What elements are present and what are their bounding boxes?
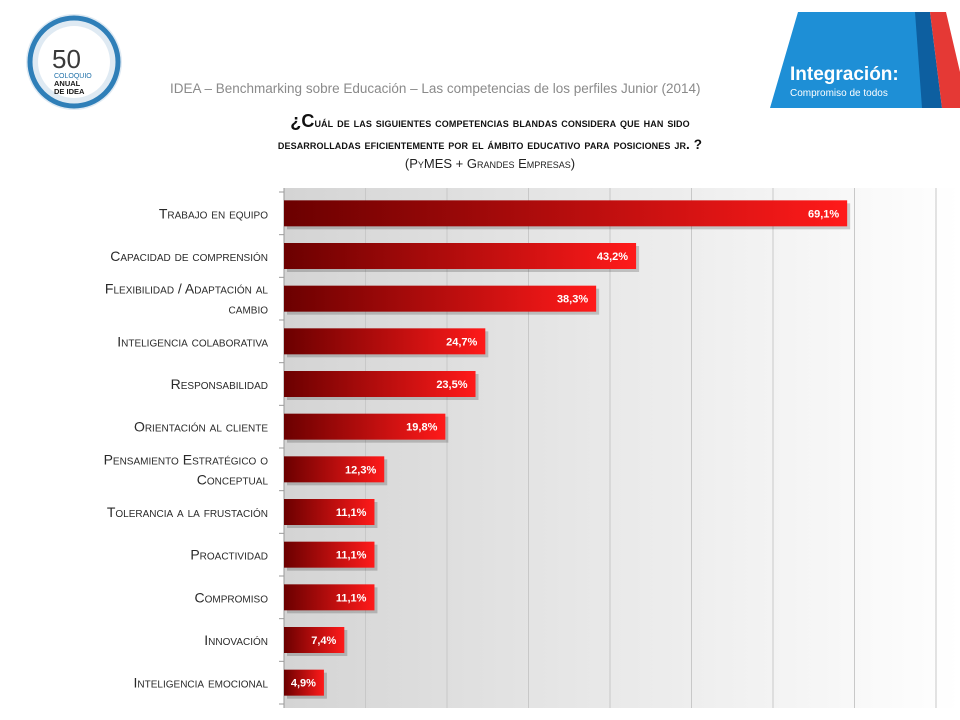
category-label: Tolerancia a la frustación — [107, 504, 268, 520]
value-label: 11,1% — [336, 507, 367, 519]
category-label: Inteligencia colaborativa — [117, 333, 268, 349]
bar — [284, 413, 446, 440]
category-label: Capacidad de comprensión — [110, 248, 268, 264]
value-label: 7,4% — [311, 635, 336, 647]
category-label-line: Conceptual — [197, 471, 269, 487]
logo-line1: COLOQUIO — [54, 73, 92, 80]
bar — [284, 541, 375, 568]
category-label-line: Inteligencia colaborativa — [117, 333, 268, 349]
category-label: Orientación al cliente — [134, 419, 268, 435]
bar — [284, 627, 345, 653]
value-label: 23,5% — [436, 379, 467, 391]
category-label: Flexibilidad / Adaptación al cambio — [105, 281, 269, 317]
value-label: 69,1% — [808, 208, 839, 220]
category-label: Proactividad — [190, 547, 268, 563]
bar — [284, 669, 324, 696]
category-label-line: cambio — [229, 301, 269, 317]
bar — [284, 200, 848, 227]
coloquio-50-logo: 50 COLOQUIO ANUAL DE IDEA — [26, 14, 122, 110]
bar — [284, 243, 637, 269]
value-label: 11,1% — [336, 592, 367, 604]
question-title: ¿Cuál de las siguientes competencias bla… — [120, 110, 860, 156]
question-line1: uál de las siguientes competencias bland… — [314, 115, 690, 130]
category-label-line: Capacidad de comprensión — [110, 248, 268, 264]
logo-line3: DE IDEA — [54, 87, 85, 96]
logo-title: Integración: — [790, 64, 899, 85]
plot-background — [284, 188, 960, 708]
category-label-line: Innovación — [204, 632, 268, 648]
category-label: Responsabilidad — [171, 376, 268, 392]
category-label-line: Proactividad — [190, 547, 268, 563]
value-label: 38,3% — [557, 294, 588, 306]
bar — [284, 584, 375, 611]
category-label: Innovación — [204, 632, 268, 648]
bar — [284, 456, 385, 483]
category-label: Compromiso — [195, 589, 269, 605]
logo-line2: ANUAL — [54, 79, 81, 88]
bar — [284, 499, 375, 525]
category-label-line: Flexibilidad / Adaptación al — [105, 281, 269, 297]
question-first-letter: ¿C — [290, 111, 315, 131]
category-label-line: Inteligencia emocional — [134, 675, 269, 691]
value-label: 12,3% — [345, 464, 376, 476]
bar — [284, 371, 476, 397]
header-line: IDEA – Benchmarking sobre Educación – La… — [170, 81, 701, 96]
value-label: 11,1% — [336, 550, 367, 562]
question-subtitle: (PyMES + Grandes Empresas) — [404, 156, 576, 171]
value-label: 43,2% — [597, 251, 628, 263]
bar — [284, 285, 597, 312]
integracion-logo: Integración: Compromiso de todos — [770, 12, 960, 108]
bar — [284, 328, 486, 355]
question-line2: desarrolladas eficientemente por el ámbi… — [277, 137, 703, 152]
category-label: Inteligencia emocional — [134, 675, 269, 691]
category-label-line: Orientación al cliente — [134, 419, 268, 435]
value-label: 19,8% — [406, 422, 437, 434]
value-label: 4,9% — [291, 678, 316, 690]
category-label-line: Pensamiento Estratégico o — [104, 451, 269, 467]
category-label-line: Trabajo en equipo — [159, 205, 268, 221]
category-label: Trabajo en equipo — [159, 205, 268, 221]
category-label-line: Tolerancia a la frustación — [107, 504, 268, 520]
category-label-line: Responsabilidad — [171, 376, 268, 392]
logo-number: 50 — [52, 44, 81, 74]
value-label: 24,7% — [446, 336, 477, 348]
bar-chart: 69,1% 43,2% 38,3% 24,7% 23,5% 19,8% 12,3% 11,1%… — [104, 188, 960, 708]
category-label: Pensamiento Estratégico o Conceptual — [104, 451, 269, 487]
logo-subtitle: Compromiso de todos — [790, 88, 888, 99]
category-label-line: Compromiso — [195, 589, 269, 605]
